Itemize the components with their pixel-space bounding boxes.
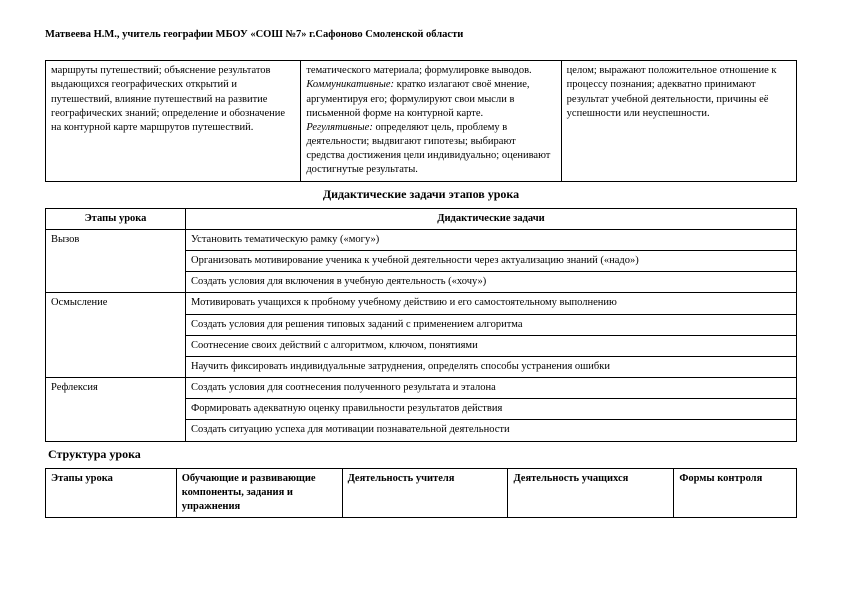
t1c2-reg-label: Регулятивные: [306, 122, 373, 133]
table-didactic-task: Организовать мотивирование ученика к уче… [186, 251, 797, 272]
section-title-didactic: Дидактические задачи этапов урока [45, 186, 797, 202]
table-didactic-task: Создать ситуацию успеха для мотивации по… [186, 420, 797, 441]
table-didactic-task: Установить тематическую рамку («могу») [186, 229, 797, 250]
table-didactic-task: Создать условия для решения типовых зада… [186, 314, 797, 335]
table-structure-h4: Деятельность учащихся [508, 468, 674, 518]
table-didactic-head-tasks: Дидактические задачи [186, 208, 797, 229]
table-didactic-task: Создать условия для соотнесения полученн… [186, 378, 797, 399]
table-structure: Этапы урока Обучающие и развивающие комп… [45, 468, 797, 519]
table-uud-cell-2: тематического материала; формулировке вы… [301, 61, 561, 181]
table-uud-cell-1: маршруты путешествий; объяснение результ… [46, 61, 301, 181]
table-structure-h2: Обучающие и развивающие компоненты, зада… [176, 468, 342, 518]
table-didactic-stage-2: Рефлексия [46, 378, 186, 442]
table-didactic-head-stage: Этапы урока [46, 208, 186, 229]
page-header: Матвеева Н.М., учитель географии МБОУ «С… [45, 28, 797, 42]
table-didactic-task: Научить фиксировать индивидуальные затру… [186, 356, 797, 377]
table-didactic-task: Формировать адекватную оценку правильнос… [186, 399, 797, 420]
t1c2-komm-label: Коммуникативные: [306, 79, 394, 90]
table-didactic: Этапы урока Дидактические задачи Вызов У… [45, 208, 797, 442]
table-didactic-task: Мотивировать учащихся к пробному учебном… [186, 293, 797, 314]
table-structure-h1: Этапы урока [46, 468, 177, 518]
table-didactic-stage-1: Осмысление [46, 293, 186, 378]
t1c2-line1: тематического материала; формулировке вы… [306, 65, 531, 76]
table-structure-h5: Формы контроля [674, 468, 797, 518]
table-structure-h3: Деятельность учителя [342, 468, 508, 518]
table-didactic-task: Создать условия для включения в учебную … [186, 272, 797, 293]
table-didactic-task: Соотнесение своих действий с алгоритмом,… [186, 335, 797, 356]
section-title-structure: Структура урока [45, 446, 797, 462]
table-uud-cell-3: целом; выражают положительное отношение … [561, 61, 796, 181]
table-didactic-stage-0: Вызов [46, 229, 186, 293]
table-uud: маршруты путешествий; объяснение результ… [45, 60, 797, 181]
